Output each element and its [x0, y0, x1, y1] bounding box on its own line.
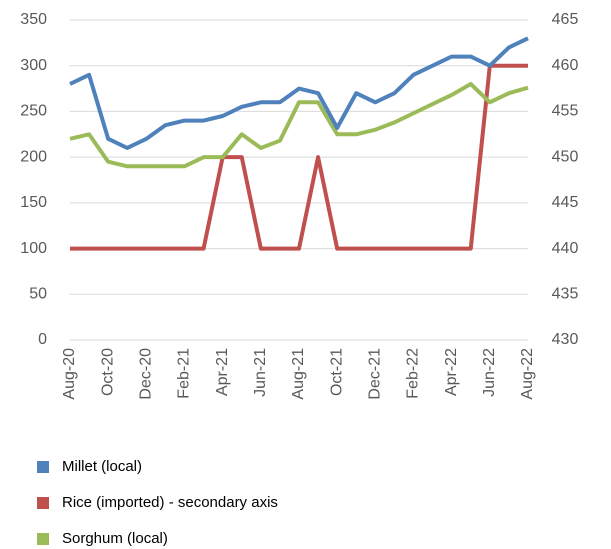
y2-tick-label: 460: [552, 57, 579, 74]
x-tick-label: Oct-20: [99, 348, 116, 396]
y2-tick-label: 445: [552, 194, 579, 211]
y2-tick-label: 430: [552, 331, 579, 348]
y2-tick-label: 455: [552, 103, 579, 120]
legend-swatch: [37, 533, 49, 545]
x-tick-label: Apr-21: [214, 348, 231, 396]
series-line: [70, 63, 528, 251]
x-tick-label: Aug-21: [290, 348, 307, 400]
legend-label: Sorghum (local): [62, 530, 168, 547]
y-tick-label: 250: [20, 103, 47, 120]
x-tick-label: Aug-20: [61, 348, 78, 400]
series-line: [69, 82, 529, 169]
x-tick-label: Feb-21: [176, 348, 193, 399]
legend-swatch: [37, 497, 49, 509]
y-tick-label: 0: [38, 331, 47, 348]
legend-swatch: [37, 461, 49, 473]
y2-tick-label: 465: [552, 11, 579, 28]
legend: Millet (local) Rice (imported) - secondar…: [37, 458, 278, 547]
y2-tick-label: 440: [552, 240, 579, 257]
x-tick-label: Dec-21: [367, 348, 384, 400]
y-tick-label: 300: [20, 57, 47, 74]
x-tick-label: Oct-21: [328, 348, 345, 396]
x-tick-label: Jun-21: [252, 348, 269, 397]
y-tick-label: 350: [20, 11, 47, 28]
x-tick-label: Dec-20: [138, 348, 155, 400]
legend-label: Rice (imported) - secondary axis: [62, 494, 278, 511]
series-line: [69, 36, 529, 150]
x-tick-label: Feb-22: [405, 348, 422, 399]
y2-tick-label: 435: [552, 286, 579, 303]
x-tick-label: Jun-22: [481, 348, 498, 397]
y2-tick-label: 450: [552, 148, 579, 165]
legend-label: Millet (local): [62, 458, 142, 475]
y-tick-label: 150: [20, 194, 47, 211]
y-tick-label: 200: [20, 148, 47, 165]
y-tick-label: 100: [20, 240, 47, 257]
x-tick-label: Apr-22: [443, 348, 460, 396]
y-tick-label: 50: [29, 286, 47, 303]
x-tick-label: Aug-22: [519, 348, 536, 400]
